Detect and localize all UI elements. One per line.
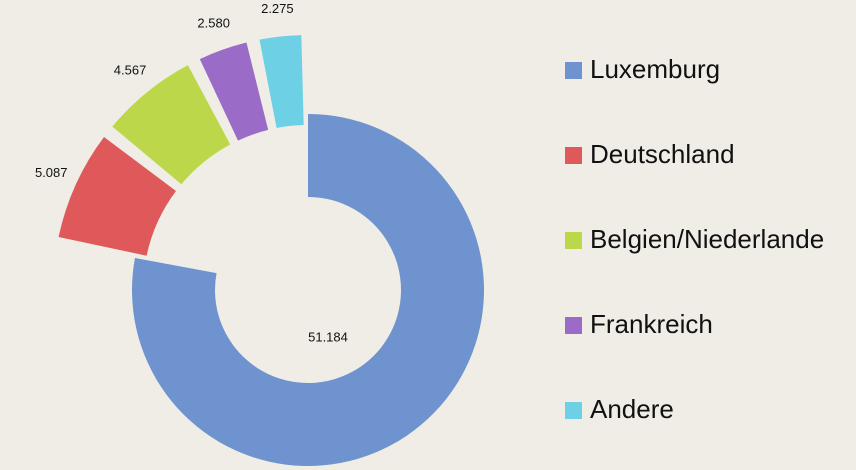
value-label: 5.087 [35, 165, 68, 180]
legend-swatch [565, 317, 582, 334]
value-label: 2.580 [197, 16, 230, 31]
legend-label: Frankreich [590, 309, 713, 339]
legend-swatch [565, 402, 582, 419]
legend-label: Deutschland [590, 139, 735, 169]
value-label: 2.275 [261, 1, 294, 16]
value-label: 51.184 [308, 329, 348, 344]
donut-slice [132, 114, 485, 466]
donut-slice [259, 35, 304, 129]
legend-label: Andere [590, 394, 674, 424]
legend-swatch [565, 232, 582, 249]
legend-label: Belgien/Niederlande [590, 224, 824, 254]
value-label: 4.567 [114, 63, 147, 78]
legend-swatch [565, 147, 582, 164]
donut-slice [112, 65, 231, 185]
donut-slice [199, 42, 269, 141]
donut-slice [58, 137, 176, 256]
legend-swatch [565, 62, 582, 79]
legend-label: Luxemburg [590, 54, 720, 84]
